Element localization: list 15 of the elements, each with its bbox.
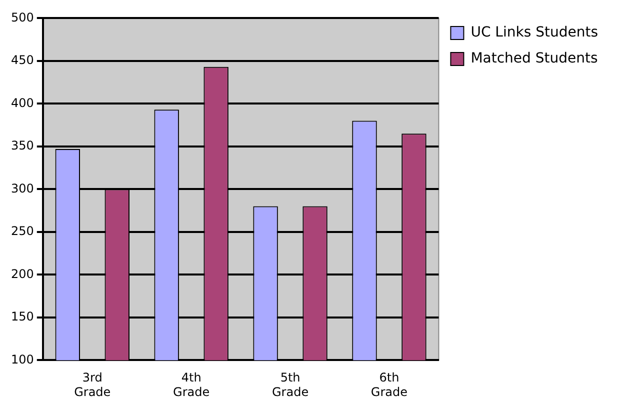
x-tick-label: 3rd Grade: [74, 370, 111, 399]
y-tick-label: 300: [11, 181, 34, 196]
y-tick-label: 400: [11, 96, 34, 110]
y-tick-label: 250: [11, 224, 34, 238]
y-tick-label: 150: [11, 310, 34, 324]
legend-label: Matched Students: [470, 50, 598, 67]
y-tick-label: 450: [11, 53, 34, 68]
y-tick-label: 100: [11, 352, 34, 366]
y-tick-label: 350: [11, 138, 34, 153]
x-tick-label: 5th Grade: [272, 370, 309, 399]
x-tick-label: 6th Grade: [370, 370, 408, 399]
legend-label: UC Links Students: [470, 24, 598, 41]
y-tick-label: 500: [11, 10, 34, 24]
y-tick-label: 200: [11, 266, 34, 281]
x-tick-label: 4th Grade: [173, 370, 210, 399]
